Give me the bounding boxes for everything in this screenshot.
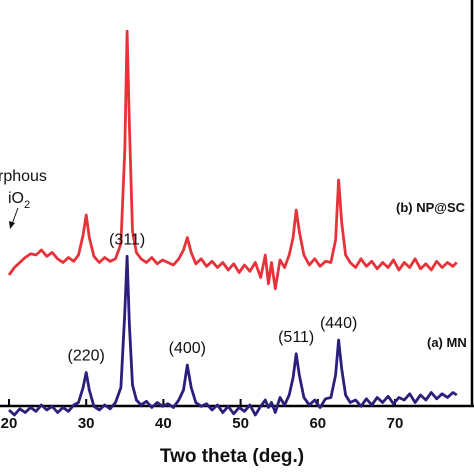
amorphous-arrow-head — [9, 221, 15, 229]
series-label-a: (a) MN — [427, 335, 467, 350]
x-tick-label: 60 — [309, 415, 326, 432]
amorphous-annotation-base: iO — [8, 190, 24, 207]
peak-labels: (220) (311) (400) (511) (440) — [68, 231, 358, 364]
x-ticks: 20 30 40 50 60 70 — [1, 399, 404, 432]
series-line-mnp — [8, 254, 458, 417]
amorphous-annotation-line2: iO2 — [8, 190, 30, 211]
series-layer — [7, 29, 458, 417]
amorphous-arrow-line — [11, 207, 19, 225]
series-label-b: (b) NP@SC — [396, 200, 466, 215]
x-tick-label: 20 — [1, 415, 18, 432]
peak-label: (511) — [278, 329, 314, 346]
x-tick-label: 40 — [155, 415, 172, 432]
x-tick-label: 70 — [387, 415, 404, 432]
x-tick-label: 50 — [232, 415, 249, 432]
series-line-np-sio2 — [7, 29, 458, 291]
amorphous-annotation-line1: rphous — [0, 168, 47, 185]
x-tick-label: 30 — [78, 415, 95, 432]
x-axis-title: Two theta (deg.) — [160, 446, 304, 467]
peak-label: (400) — [169, 340, 206, 357]
peak-label: (220) — [68, 348, 105, 365]
peak-label: (440) — [320, 315, 357, 332]
peak-label: (311) — [109, 231, 145, 248]
amorphous-annotation-subscript: 2 — [24, 199, 30, 211]
